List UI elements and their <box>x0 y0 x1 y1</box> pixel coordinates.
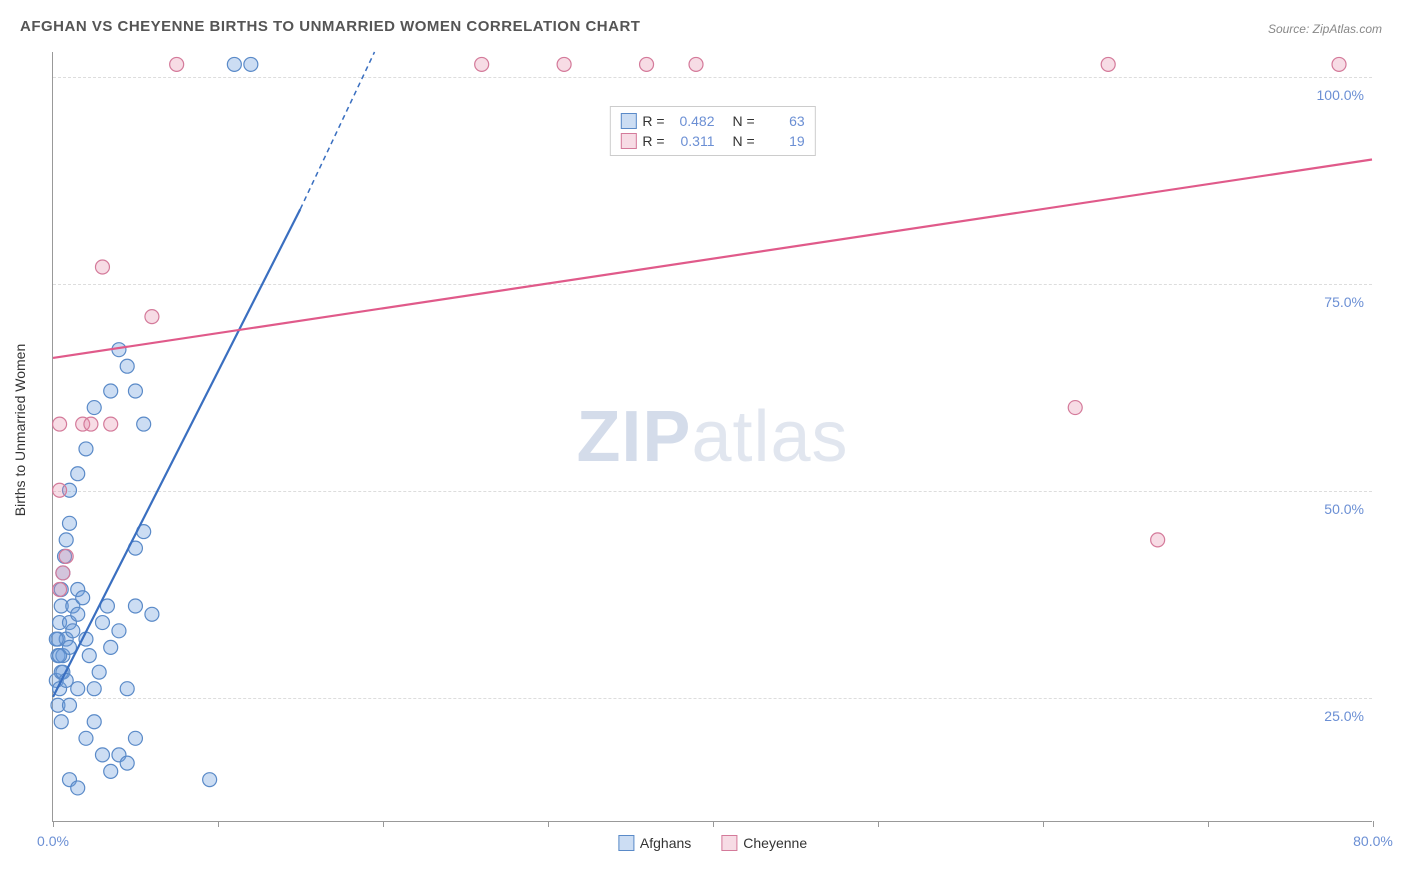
x-tick <box>878 821 879 827</box>
scatter-point <box>84 417 98 431</box>
chart-svg <box>53 52 1372 821</box>
chart-title: AFGHAN VS CHEYENNE BIRTHS TO UNMARRIED W… <box>20 18 640 35</box>
scatter-point <box>1068 401 1082 415</box>
scatter-point <box>128 599 142 613</box>
x-tick <box>1373 821 1374 827</box>
legend-stats: R = 0.482 N = 63 R = 0.311 N = 19 <box>609 106 815 156</box>
scatter-point <box>76 591 90 605</box>
scatter-point <box>137 417 151 431</box>
chart-container: AFGHAN VS CHEYENNE BIRTHS TO UNMARRIED W… <box>0 0 1406 892</box>
legend-swatch <box>620 113 636 129</box>
scatter-point <box>170 57 184 71</box>
scatter-point <box>1151 533 1165 547</box>
scatter-point <box>227 57 241 71</box>
scatter-point <box>87 682 101 696</box>
scatter-point <box>79 442 93 456</box>
trend-line <box>53 159 1372 357</box>
scatter-point <box>71 607 85 621</box>
scatter-point <box>53 582 67 596</box>
legend-stats-row: R = 0.311 N = 19 <box>620 131 804 151</box>
scatter-point <box>203 773 217 787</box>
scatter-point <box>87 401 101 415</box>
scatter-point <box>56 566 70 580</box>
plot-area: ZIPatlas R =0.482N =63R =0.311N =19 Afgh… <box>52 52 1372 822</box>
scatter-point <box>92 665 106 679</box>
legend-swatch <box>618 835 634 851</box>
x-tick <box>383 821 384 827</box>
scatter-point <box>95 616 109 630</box>
scatter-point <box>475 57 489 71</box>
scatter-point <box>62 698 76 712</box>
scatter-point <box>82 649 96 663</box>
legend-series-label: Afghans <box>640 835 691 851</box>
legend-swatch <box>620 133 636 149</box>
scatter-point <box>104 384 118 398</box>
scatter-point <box>71 682 85 696</box>
scatter-point <box>95 748 109 762</box>
legend-n-label: N = <box>733 113 755 129</box>
scatter-point <box>104 640 118 654</box>
legend-n-value: 19 <box>761 133 805 149</box>
scatter-point <box>53 417 67 431</box>
legend-n-value: 63 <box>761 113 805 129</box>
x-tick <box>1043 821 1044 827</box>
scatter-point <box>1101 57 1115 71</box>
legend-series-item: Cheyenne <box>721 835 807 851</box>
y-axis-label: Births to Unmarried Women <box>12 344 28 516</box>
trend-line-ext <box>300 52 374 209</box>
scatter-point <box>145 310 159 324</box>
scatter-point <box>640 57 654 71</box>
scatter-point <box>62 640 76 654</box>
scatter-point <box>87 715 101 729</box>
legend-r-label: R = <box>642 113 664 129</box>
legend-r-value: 0.311 <box>671 133 715 149</box>
scatter-point <box>120 359 134 373</box>
legend-stats-row: R = 0.482 N = 63 <box>620 111 804 131</box>
x-tick <box>218 821 219 827</box>
scatter-point <box>120 682 134 696</box>
scatter-point <box>66 624 80 638</box>
legend-n-label: N = <box>733 133 755 149</box>
scatter-point <box>54 715 68 729</box>
x-tick <box>53 821 54 827</box>
scatter-point <box>49 632 63 646</box>
scatter-point <box>71 467 85 481</box>
scatter-point <box>128 731 142 745</box>
x-tick-label: 0.0% <box>37 833 69 849</box>
legend-r-value: 0.482 <box>671 113 715 129</box>
scatter-point <box>120 756 134 770</box>
scatter-point <box>95 260 109 274</box>
scatter-point <box>79 731 93 745</box>
x-tick <box>548 821 549 827</box>
legend-series-label: Cheyenne <box>743 835 807 851</box>
scatter-point <box>53 483 67 497</box>
scatter-point <box>112 624 126 638</box>
scatter-point <box>104 764 118 778</box>
scatter-point <box>71 781 85 795</box>
scatter-point <box>62 516 76 530</box>
source-label: Source: ZipAtlas.com <box>1268 22 1382 36</box>
x-tick-label: 80.0% <box>1353 833 1393 849</box>
x-tick <box>713 821 714 827</box>
scatter-point <box>557 57 571 71</box>
x-tick <box>1208 821 1209 827</box>
legend-series: Afghans Cheyenne <box>618 835 807 851</box>
scatter-point <box>104 417 118 431</box>
scatter-point <box>59 533 73 547</box>
scatter-point <box>128 384 142 398</box>
scatter-point <box>59 549 73 563</box>
legend-swatch <box>721 835 737 851</box>
legend-series-item: Afghans <box>618 835 691 851</box>
scatter-point <box>1332 57 1346 71</box>
scatter-point <box>244 57 258 71</box>
legend-r-label: R = <box>642 133 664 149</box>
scatter-point <box>145 607 159 621</box>
scatter-point <box>689 57 703 71</box>
